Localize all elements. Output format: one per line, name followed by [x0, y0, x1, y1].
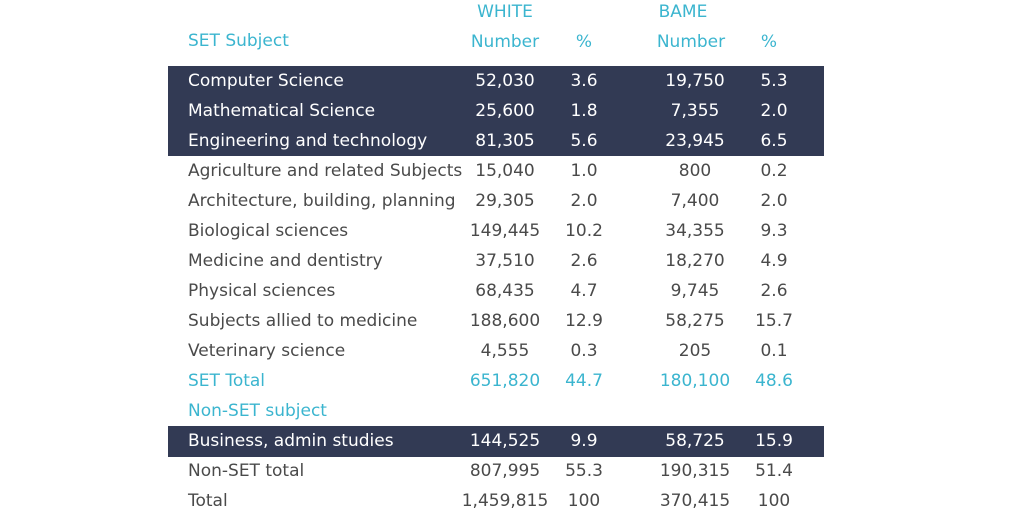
bame-number-cell: 23,945	[665, 131, 725, 151]
subject-label: Veterinary science	[188, 341, 346, 361]
bame-percent-cell: 6.5	[760, 131, 788, 151]
white-percent-cell: 10.2	[565, 221, 603, 241]
white-percent-cell: 100	[567, 491, 601, 511]
bame-percent-cell: 0.2	[760, 161, 788, 181]
subject-label: Medicine and dentistry	[188, 251, 383, 271]
bame-number-header: Number	[656, 32, 726, 52]
bame-number-cell: 180,100	[659, 371, 731, 391]
subject-label: Computer Science	[188, 71, 344, 91]
white-percent-cell: 2.6	[570, 251, 598, 271]
bame-number-cell: 58,275	[665, 311, 725, 331]
bame-number-cell: 7,400	[670, 191, 720, 211]
bame-number-cell: 19,750	[665, 71, 725, 91]
bame-number-cell: 34,355	[665, 221, 725, 241]
bame-percent-cell: 9.3	[760, 221, 788, 241]
white-number-cell: 68,435	[475, 281, 535, 301]
white-percent-cell: 5.6	[570, 131, 598, 151]
bame-percent-cell: 2.6	[760, 281, 788, 301]
table-row: Biological sciences 149,445 10.2 34,355 9.3	[0, 216, 1024, 246]
subject-label: Biological sciences	[188, 221, 349, 241]
white-number-cell: 52,030	[475, 71, 535, 91]
subject-label: Non-SET subject	[188, 401, 327, 421]
table-row: Computer Science 52,030 3.6 19,750 5.3	[0, 66, 1024, 96]
bame-percent-header: %	[760, 32, 778, 52]
white-number-cell: 29,305	[475, 191, 535, 211]
white-percent-cell: 1.0	[570, 161, 598, 181]
white-percent-cell: 2.0	[570, 191, 598, 211]
white-number-cell: 4,555	[480, 341, 530, 361]
table-row: Physical sciences 68,435 4.7 9,745 2.6	[0, 276, 1024, 306]
table-row: Business, admin studies 144,525 9.9 58,725 1…	[0, 426, 1024, 456]
white-percent-cell: 4.7	[570, 281, 598, 301]
subject-label: Mathematical Science	[188, 101, 376, 121]
bame-number-cell: 9,745	[670, 281, 720, 301]
bame-percent-cell: 51.4	[755, 461, 793, 481]
subject-label: Business, admin studies	[188, 431, 394, 451]
highlight-band-top	[168, 66, 824, 156]
white-percent-cell: 0.3	[570, 341, 598, 361]
bame-percent-cell: 0.1	[760, 341, 788, 361]
white-percent-cell: 12.9	[565, 311, 603, 331]
bame-percent-cell: 48.6	[755, 371, 793, 391]
bame-percent-cell: 5.3	[760, 71, 788, 91]
bame-percent-cell: 2.0	[760, 191, 788, 211]
subject-label: Physical sciences	[188, 281, 336, 301]
subject-label: Subjects allied to medicine	[188, 311, 418, 331]
subject-label: Agriculture and related Subjects	[188, 161, 463, 181]
subject-label: Architecture, building, planning	[188, 191, 456, 211]
white-percent-cell: 55.3	[565, 461, 603, 481]
table-row: Subjects allied to medicine 188,600 12.9 58…	[0, 306, 1024, 336]
white-percent-cell: 44.7	[565, 371, 603, 391]
white-number-cell: 651,820	[469, 371, 541, 391]
table-row: Veterinary science 4,555 0.3 205 0.1	[0, 336, 1024, 366]
white-number-cell: 15,040	[475, 161, 535, 181]
bame-percent-cell: 15.7	[755, 311, 793, 331]
subject-label: Non-SET total	[188, 461, 305, 481]
white-number-cell: 37,510	[475, 251, 535, 271]
white-number-cell: 149,445	[469, 221, 541, 241]
table-row: Medicine and dentistry 37,510 2.6 18,270 4.9	[0, 246, 1024, 276]
highlight-band-business	[168, 426, 824, 457]
white-number-cell: 25,600	[475, 101, 535, 121]
bame-percent-cell: 2.0	[760, 101, 788, 121]
table-row: Engineering and technology 81,305 5.6 23,94…	[0, 126, 1024, 156]
white-group-header: WHITE	[477, 2, 533, 22]
subject-label: Total	[188, 491, 228, 511]
bame-group-header: BAME	[658, 2, 708, 22]
white-number-cell: 188,600	[469, 311, 541, 331]
table-row: Architecture, building, planning 29,305 2.…	[0, 186, 1024, 216]
white-number-header: Number	[470, 32, 540, 52]
bame-percent-cell: 4.9	[760, 251, 788, 271]
bame-number-cell: 205	[678, 341, 712, 361]
white-percent-cell: 1.8	[570, 101, 598, 121]
bame-number-cell: 190,315	[659, 461, 731, 481]
white-number-cell: 144,525	[469, 431, 541, 451]
white-percent-cell: 3.6	[570, 71, 598, 91]
white-percent-header: %	[575, 32, 593, 52]
white-percent-cell: 9.9	[570, 431, 598, 451]
table-row: Non-SET total 807,995 55.3 190,315 51.4	[0, 456, 1024, 486]
white-number-cell: 807,995	[469, 461, 541, 481]
subject-label: Engineering and technology	[188, 131, 428, 151]
table-row: Non-SET subject	[0, 396, 1024, 426]
bame-number-cell: 7,355	[670, 101, 720, 121]
table-row: Mathematical Science 25,600 1.8 7,355 2.0	[0, 96, 1024, 126]
bame-number-cell: 58,725	[665, 431, 725, 451]
table-row: Total 1,459,815 100 370,415 100	[0, 486, 1024, 516]
white-number-cell: 81,305	[475, 131, 535, 151]
bame-number-cell: 800	[678, 161, 712, 181]
bame-number-cell: 18,270	[665, 251, 725, 271]
subject-label: SET Total	[188, 371, 266, 391]
bame-percent-cell: 100	[757, 491, 791, 511]
white-number-cell: 1,459,815	[461, 491, 549, 511]
table-row: Agriculture and related Subjects 15,040 1.…	[0, 156, 1024, 186]
subject-column-header: SET Subject	[188, 31, 289, 51]
bame-number-cell: 370,415	[659, 491, 731, 511]
table-row: SET Total 651,820 44.7 180,100 48.6	[0, 366, 1024, 396]
bame-percent-cell: 15.9	[755, 431, 793, 451]
